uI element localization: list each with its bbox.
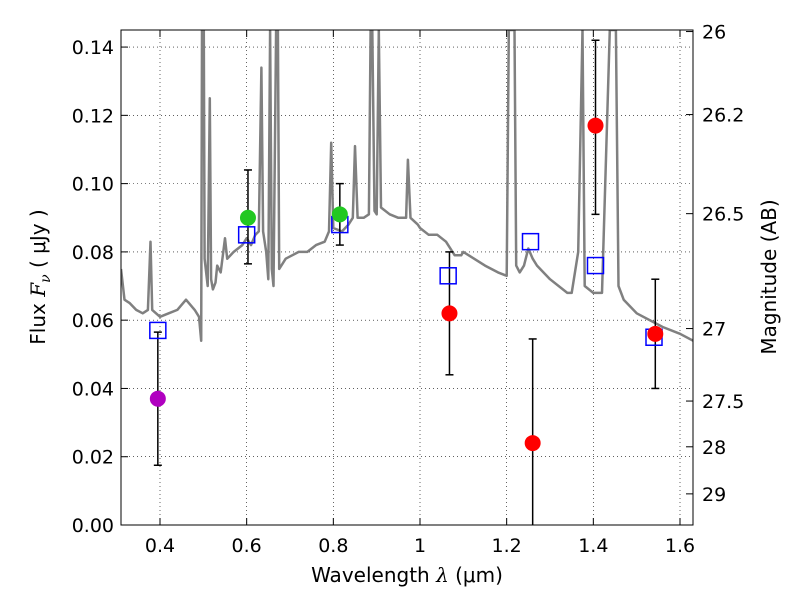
- y-tick-label: 0.10: [72, 174, 114, 196]
- x-tick-label: 0.4: [145, 535, 175, 557]
- mag-tick-label: 26.2: [702, 105, 744, 127]
- mag-tick-label: 29: [702, 484, 726, 506]
- observed-point: [587, 117, 604, 134]
- mag-tick-label: 27: [702, 319, 726, 341]
- mag-tick-label: 27.5: [702, 391, 744, 413]
- model-photometry-square: [521, 232, 540, 251]
- observed-point: [239, 209, 256, 226]
- observed-point: [441, 305, 458, 322]
- x-tick-label: 0.8: [318, 535, 348, 557]
- model-photometry-square: [439, 267, 457, 285]
- observed-point: [647, 325, 664, 342]
- ticks: 0.4 0.6 0.8 1 1.2 1.4 1.6 0.00 0.02 0.04 0.06 0.08 0…: [72, 22, 745, 557]
- x-tick-label: 0.6: [232, 535, 262, 557]
- model-photometry-square: [586, 256, 605, 275]
- mag-tick-label: 26: [702, 22, 726, 44]
- y-tick-label: 0.08: [72, 242, 114, 264]
- x-axis-title: Wavelength λ (μm): [311, 563, 503, 587]
- y-tick-label: 0.04: [72, 378, 114, 400]
- spectrum-layer: [121, 30, 693, 342]
- y2-axis-title: Magnitude (AB): [757, 199, 781, 354]
- y-tick-label: 0.02: [72, 447, 114, 469]
- observed-point: [149, 390, 166, 407]
- model-photometry-square: [149, 321, 167, 340]
- x-tick-label: 1.4: [578, 535, 608, 557]
- model-spectrum-line: [121, 30, 693, 342]
- mag-tick-label: 26.5: [702, 204, 744, 226]
- y-axis-title: Flux Fν ( μJy ): [26, 209, 54, 344]
- plot-frame: [120, 29, 694, 526]
- observed-photometry-layer: [149, 117, 664, 452]
- mag-tick-label: 28: [702, 437, 726, 459]
- observed-point: [524, 435, 541, 452]
- x-tick-label: 1: [414, 535, 426, 557]
- y-tick-label: 0.06: [72, 310, 114, 332]
- x-tick-label: 1.2: [492, 535, 522, 557]
- x-tick-label: 1.6: [665, 535, 695, 557]
- y-tick-label: 0.12: [72, 105, 114, 127]
- y-tick-label: 0.14: [72, 37, 114, 59]
- y-tick-label: 0.00: [72, 515, 114, 537]
- model-photometry-square: [237, 226, 256, 244]
- observed-point: [331, 206, 348, 223]
